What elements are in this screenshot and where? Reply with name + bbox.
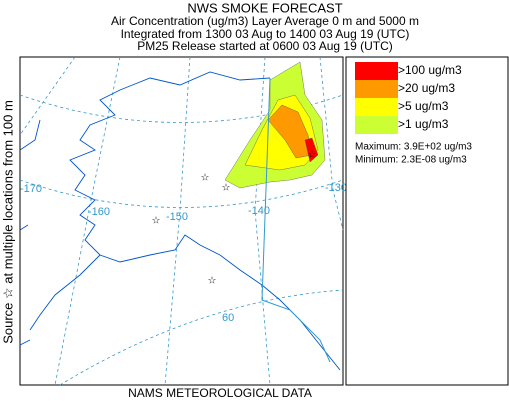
map: ☆ ☆ ☆ ☆ ☆ -170 -160 -150 -140 -130 60 [19,56,347,386]
border [261,77,331,363]
source-marker: ☆ [201,173,210,184]
subtitle: Air Concentration (ug/m3) Layer Average … [111,14,419,28]
graticule [164,56,191,386]
legend-label: >20 ug/m3 [398,81,455,95]
legend-swatch [355,80,398,98]
lon-label: -170 [20,183,42,195]
side-label: Source ☆ at multiple locations from 100 … [0,100,15,344]
minimum: Minimum: 2.3E-08 ug/m3 [355,155,467,166]
plume [304,137,319,163]
coastline [19,119,41,346]
legend-label: >100 ug/m3 [398,63,462,77]
legend-label: >1 ug/m3 [398,117,449,131]
source-marker: ☆ [152,216,161,227]
legend-swatch [355,62,398,80]
lon-label: -150 [166,211,188,223]
footer: NAMS METEOROLOGICAL DATA [128,386,312,400]
subtitle: PM25 Release started at 0600 03 Aug 19 (… [137,39,392,53]
graticule [19,179,344,208]
lat-label: 60 [222,312,234,324]
legend-swatch [355,98,398,116]
subtitle: Integrated from 1300 03 Aug to 1400 03 A… [121,27,410,41]
graticule [319,56,344,231]
coastline [29,71,341,371]
graticule [59,289,344,386]
lon-label: -160 [88,206,110,218]
legend-label: >5 ug/m3 [398,99,449,113]
source-marker: ☆ [308,150,317,161]
graticule [254,56,271,386]
maximum: Maximum: 3.9E+02 ug/m3 [355,142,472,153]
legend: Maximum: 3.9E+02 ug/m3 Minimum: 2.3E-08 … [345,56,509,386]
lon-label: -130 [325,182,347,194]
lon-label: -140 [248,205,270,217]
source-marker: ☆ [222,183,231,194]
title: NWS SMOKE FORECAST [187,0,342,15]
graticule [19,56,76,136]
legend-swatch [355,116,398,134]
source-marker: ☆ [208,276,217,287]
